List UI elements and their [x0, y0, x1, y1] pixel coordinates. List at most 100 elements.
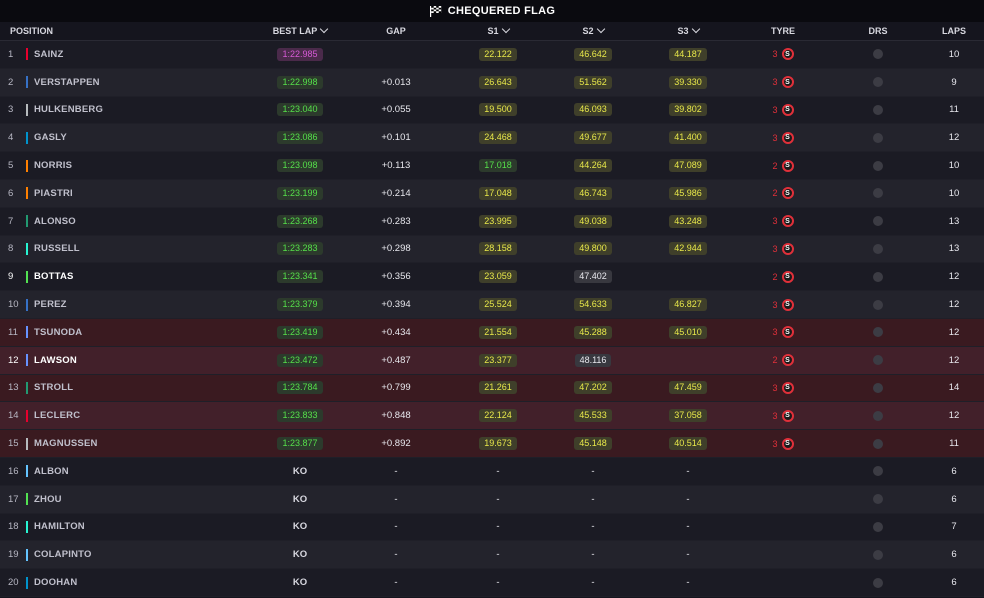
table-row[interactable]: 13 STROLL 1:23.784 +0.799 21.261 47.202 47.459… — [0, 374, 984, 403]
position-cell: 15 MAGNUSSEN — [0, 437, 260, 450]
sector-2-cell: 47.202 — [544, 381, 642, 395]
gap-value: +0.055 — [381, 104, 411, 116]
sector-1-value: 28.158 — [479, 242, 517, 256]
sector-1-cell: - — [452, 466, 544, 477]
sector-3-value: 42.944 — [669, 242, 707, 256]
header-s1[interactable]: S1 — [452, 24, 544, 36]
position-number: 18 — [8, 521, 19, 533]
sector-2-value: 46.743 — [574, 186, 612, 200]
sector-2-cell: 48.116 — [544, 353, 642, 367]
header-s2[interactable]: S2 — [544, 24, 642, 36]
table-row[interactable]: 1 SAINZ 1:22.985 22.122 46.642 44.187 3 S 10 — [0, 41, 984, 69]
sector-3-value: 41.400 — [669, 131, 707, 145]
laps-cell: 12 — [924, 327, 984, 338]
best-lap-cell: KO — [260, 521, 340, 532]
table-row[interactable]: 9 BOTTAS 1:23.341 +0.356 23.059 47.402 2 S 12 — [0, 263, 984, 292]
laps-cell: 6 — [924, 549, 984, 560]
position-number: 11 — [8, 326, 18, 338]
drs-indicator-icon — [873, 49, 883, 60]
position-cell: 4 GASLY — [0, 131, 260, 144]
position-cell: 19 COLAPINTO — [0, 548, 260, 561]
table-row[interactable]: 14 LECLERC 1:23.833 +0.848 22.124 45.533 37.05… — [0, 402, 984, 431]
drs-indicator-icon — [873, 132, 883, 143]
soft-tyre-icon: S — [781, 242, 794, 255]
team-color-bar — [26, 465, 28, 478]
soft-tyre-icon: S — [781, 437, 794, 450]
position-number: 3 — [8, 104, 14, 116]
sector-1-value: - — [496, 521, 500, 533]
table-row[interactable]: 3 HULKENBERG 1:23.040 +0.055 19.500 46.093 39.… — [0, 96, 984, 125]
laps-cell: 12 — [924, 410, 984, 421]
drs-cell — [832, 49, 924, 60]
sector-1-cell: 25.524 — [452, 298, 544, 312]
table-row[interactable]: 7 ALONSO 1:23.268 +0.283 23.995 49.038 43.248 3… — [0, 207, 984, 236]
drs-cell — [832, 132, 924, 143]
driver-name: STROLL — [34, 382, 74, 394]
position-cell: 11 TSUNODA — [0, 326, 260, 339]
sector-3-cell: - — [642, 466, 734, 477]
sector-1-cell: 28.158 — [452, 242, 544, 256]
drs-cell — [832, 188, 924, 199]
gap-value: +0.101 — [381, 132, 411, 144]
header-best-lap[interactable]: BEST LAP — [260, 24, 340, 36]
table-row[interactable]: 11 TSUNODA 1:23.419 +0.434 21.554 45.288 45.01… — [0, 318, 984, 347]
gap-value: +0.487 — [381, 354, 411, 366]
best-lap-value: 1:22.998 — [277, 75, 323, 89]
laps-value: 12 — [948, 410, 960, 422]
drs-cell — [832, 271, 924, 282]
best-lap-value: KO — [292, 465, 308, 477]
table-row[interactable]: 20 DOOHAN KO - - - - 6 — [0, 569, 984, 597]
driver-name: LAWSON — [34, 354, 77, 366]
table-row[interactable]: 12 LAWSON 1:23.472 +0.487 23.377 48.116 2 S 12 — [0, 346, 984, 375]
table-row[interactable]: 8 RUSSELL 1:23.283 +0.298 28.158 49.800 42.944… — [0, 235, 984, 264]
laps-value: 9 — [951, 76, 957, 88]
drs-cell — [832, 382, 924, 393]
laps-cell: 6 — [924, 577, 984, 588]
position-number: 8 — [8, 243, 14, 255]
best-lap-value: KO — [292, 493, 308, 505]
table-row[interactable]: 4 GASLY 1:23.086 +0.101 24.468 49.677 41.400 3 S… — [0, 124, 984, 153]
tyre-age: 2 — [772, 188, 778, 199]
sector-1-value: - — [496, 465, 500, 477]
sector-1-value: - — [496, 493, 500, 505]
table-row[interactable]: 2 VERSTAPPEN 1:22.998 +0.013 26.643 51.562 39.… — [0, 68, 984, 97]
table-row[interactable]: 16 ALBON KO - - - - 6 — [0, 457, 984, 486]
drs-cell — [832, 438, 924, 449]
drs-cell — [832, 494, 924, 505]
sector-2-cell: 46.093 — [544, 103, 642, 117]
sector-3-value: 39.330 — [669, 75, 707, 89]
sector-1-value: 23.377 — [479, 353, 517, 367]
gap-value: +0.113 — [381, 160, 411, 172]
sector-3-value: 44.187 — [669, 47, 707, 61]
laps-value: 7 — [951, 521, 957, 533]
best-lap-cell: 1:23.784 — [260, 381, 340, 395]
soft-tyre-icon: S — [781, 270, 794, 283]
sector-1-cell: - — [452, 549, 544, 560]
laps-cell: 12 — [924, 132, 984, 143]
table-row[interactable]: 6 PIASTRI 1:23.199 +0.214 17.048 46.743 45.986… — [0, 179, 984, 208]
table-row[interactable]: 15 MAGNUSSEN 1:23.877 +0.892 19.673 45.148 40.… — [0, 430, 984, 458]
sector-3-value: 46.827 — [669, 298, 707, 312]
sector-2-cell: - — [544, 466, 642, 477]
drs-indicator-icon — [873, 577, 883, 588]
table-row[interactable]: 10 PEREZ 1:23.379 +0.394 25.524 54.633 46.827 3… — [0, 291, 984, 319]
table-row[interactable]: 17 ZHOU KO - - - - 6 — [0, 485, 984, 514]
sector-2-cell: 45.288 — [544, 325, 642, 339]
driver-name: RUSSELL — [34, 243, 80, 255]
table-row[interactable]: 19 COLAPINTO KO - - - - 6 — [0, 541, 984, 570]
drs-cell — [832, 243, 924, 254]
sector-2-cell: 54.633 — [544, 298, 642, 312]
chevron-down-icon — [596, 24, 605, 34]
header-s3[interactable]: S3 — [642, 24, 734, 36]
best-lap-cell: KO — [260, 466, 340, 477]
sector-1-value: 25.524 — [479, 298, 517, 312]
sector-1-cell: 17.048 — [452, 186, 544, 200]
table-row[interactable]: 5 NORRIS 1:23.098 +0.113 17.018 44.264 47.089 2… — [0, 152, 984, 180]
gap-cell: +0.214 — [340, 188, 452, 199]
table-row[interactable]: 18 HAMILTON KO - - - - 7 — [0, 513, 984, 542]
position-number: 14 — [8, 410, 19, 422]
